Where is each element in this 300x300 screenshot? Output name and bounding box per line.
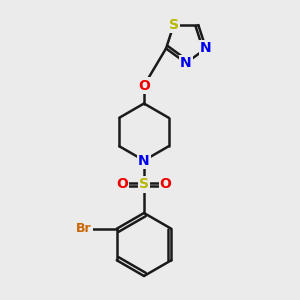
- Text: N: N: [180, 56, 192, 70]
- Text: S: S: [139, 178, 149, 191]
- Text: O: O: [116, 178, 128, 191]
- Text: O: O: [160, 178, 172, 191]
- Text: N: N: [200, 41, 212, 56]
- Text: S: S: [169, 18, 179, 32]
- Text: O: O: [138, 79, 150, 92]
- Text: N: N: [138, 154, 150, 167]
- Text: Br: Br: [76, 222, 92, 235]
